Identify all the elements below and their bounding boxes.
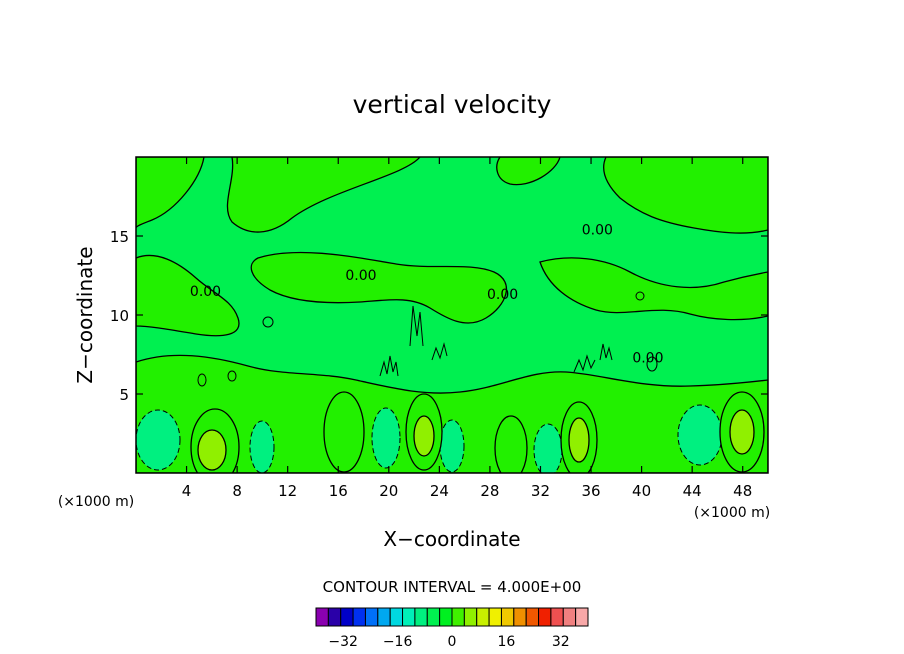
- x-tick-label: 44: [683, 482, 702, 500]
- colorbar-swatch: [352, 607, 366, 627]
- colorbar-swatch: [389, 607, 404, 627]
- colorbar-swatch: [562, 607, 577, 627]
- colorbar-tick-label: 16: [497, 634, 515, 650]
- x-tick-label: 32: [531, 482, 550, 500]
- colorbar-swatch: [525, 607, 540, 627]
- contour-band-positive: [603, 157, 768, 234]
- colorbar-tick-labels: −32 −16 0 16 32: [328, 634, 569, 650]
- contour-band-positive: [226, 157, 421, 233]
- x-tick-label: 12: [278, 482, 297, 500]
- contour-value-label: 0.00: [190, 284, 221, 300]
- contour-value-label: 0.00: [632, 350, 663, 366]
- contour-band-positive: [539, 257, 768, 321]
- colorbar-swatch: [488, 607, 502, 627]
- contour-value-label: 0.00: [487, 287, 518, 303]
- colorbar-swatch: [377, 607, 391, 627]
- x-tick-label: 48: [733, 482, 752, 500]
- colorbar-swatch: [500, 607, 515, 627]
- x-tick-label: 40: [632, 482, 651, 500]
- y-axis-unit: (×1000 m): [58, 494, 134, 510]
- contour-value-label: 0.00: [345, 268, 376, 284]
- updraft-cores: [190, 391, 765, 473]
- x-tick-label: 28: [480, 482, 499, 500]
- x-tick-label: 8: [232, 482, 242, 500]
- small-contour-cells: [197, 291, 658, 387]
- colorbar-swatch: [550, 607, 564, 627]
- colorbar-swatch: [538, 607, 552, 627]
- colorbar-swatch: [426, 607, 441, 627]
- colorbar-swatch: [327, 607, 342, 627]
- contour-band-positive: [250, 251, 507, 324]
- x-tick-label: 16: [329, 482, 348, 500]
- y-tick-label: 10: [110, 307, 129, 325]
- contour-band-positive: [496, 157, 561, 186]
- colorbar-swatch: [439, 607, 453, 627]
- colorbar-swatch: [414, 607, 428, 627]
- x-axis-ticks: 4 8 12 16 20 24 28 32 36 40 44 48: [182, 157, 752, 500]
- colorbar-tick-label: −16: [383, 634, 413, 650]
- x-tick-label: 4: [182, 482, 192, 500]
- colorbar: [315, 607, 589, 627]
- y-tick-label: 5: [119, 386, 129, 404]
- x-tick-label: 20: [379, 482, 398, 500]
- x-tick-label: 36: [581, 482, 600, 500]
- colorbar-swatch: [340, 607, 354, 627]
- contour-band-positive: [136, 354, 768, 473]
- x-axis-unit: (×1000 m): [694, 505, 770, 521]
- colorbar-swatch: [364, 607, 379, 627]
- colorbar-tick-label: 32: [552, 634, 570, 650]
- colorbar-tick-label: −32: [328, 634, 358, 650]
- colorbar-swatch: [451, 607, 465, 627]
- contour-band-positive: [136, 254, 240, 337]
- x-tick-label: 24: [430, 482, 449, 500]
- colorbar-swatch: [513, 607, 527, 627]
- chart-title: vertical velocity: [353, 90, 552, 119]
- x-axis-label: X−coordinate: [383, 527, 520, 551]
- y-tick-label: 15: [110, 228, 129, 246]
- contour-value-label: 0.00: [582, 222, 613, 238]
- colorbar-swatch: [402, 607, 416, 627]
- colorbar-tick-label: 0: [448, 634, 457, 650]
- downdraft-patches: [136, 404, 723, 473]
- contour-field: [136, 157, 768, 473]
- plot-area: 0.00 0.00 0.00 0.00 0.00: [135, 156, 769, 474]
- contour-interval-label: CONTOUR INTERVAL = 4.000E+00: [323, 578, 582, 596]
- y-axis-label: Z−coordinate: [73, 246, 97, 383]
- colorbar-swatch: [463, 607, 478, 627]
- colorbar-swatch: [315, 607, 329, 627]
- colorbar-swatch: [575, 607, 589, 627]
- contour-band-positive: [136, 157, 205, 229]
- y-axis-ticks: 5 10 15: [110, 228, 768, 404]
- contour-labels: 0.00 0.00 0.00 0.00 0.00: [190, 222, 664, 366]
- colorbar-swatch: [476, 607, 490, 627]
